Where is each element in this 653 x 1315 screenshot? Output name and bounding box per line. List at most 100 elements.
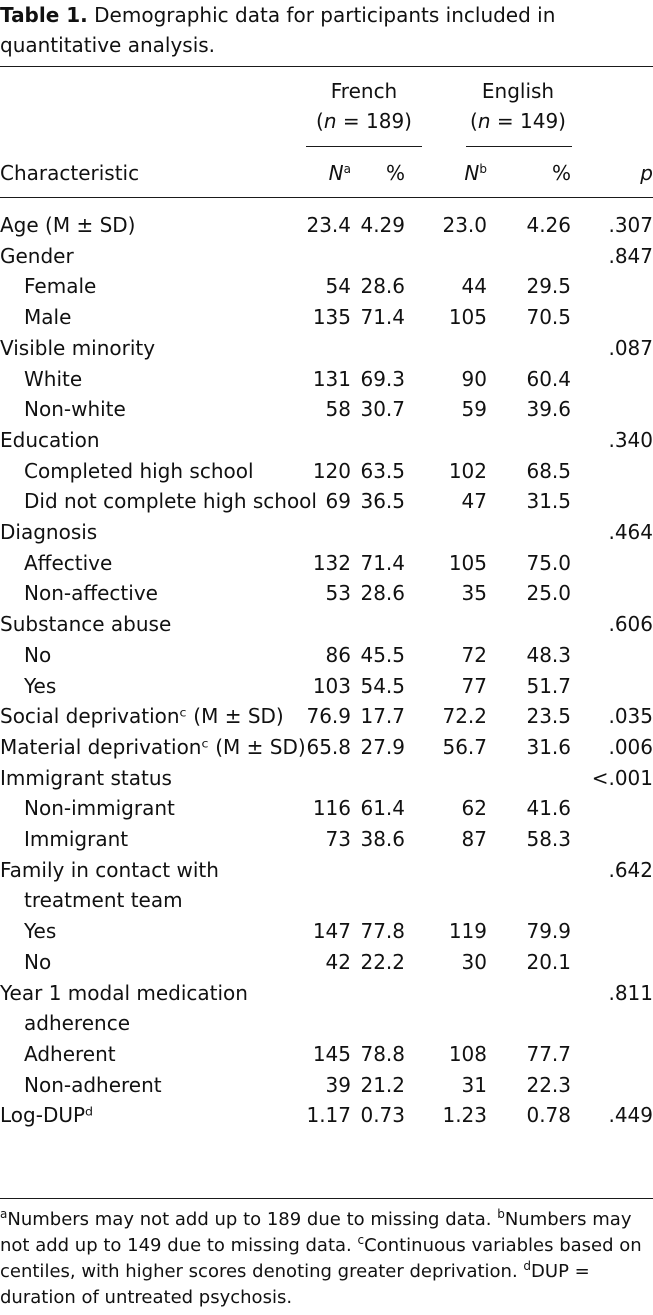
cell-n-french: 69 [325,489,351,514]
cell-pct-english: 70.5 [526,305,571,330]
table-row: Immigrant status <.001 [0,763,653,794]
table-row: Age (M ± SD) 23.4 4.29 23.0 4.26 .307 [0,210,653,241]
row-label: Gender [0,243,74,268]
cell-pct-french: 28.6 [360,274,405,299]
footnote-mark: c [357,1233,365,1247]
row-label: Visible minority [0,335,156,360]
cell-n-english: 62 [461,796,487,821]
table-row: Yes 103 54.5 77 51.7 [0,671,653,702]
table-row: Non-affective 53 28.6 35 25.0 [0,578,653,609]
cell-pct-english: 22.3 [526,1072,571,1097]
cell-n-french: 76.9 [306,704,351,729]
cell-pct-english: 29.5 [526,274,571,299]
cell-n-english: 119 [448,919,487,944]
cell-n-french: 39 [325,1072,351,1097]
cell-n-french: 120 [312,458,351,483]
cell-n-french: 86 [325,642,351,667]
cell-pct-english: 77.7 [526,1041,571,1066]
cell-p-value: .606 [608,612,653,637]
table-row: Visible minority .087 [0,333,653,364]
cell-n-english: 1.23 [442,1103,487,1128]
table-caption-label: Table 1. [0,3,88,27]
cell-n-french: 73 [325,827,351,852]
cell-p-value: <.001 [591,765,653,790]
cell-n-english: 105 [448,305,487,330]
cell-n-french: 116 [312,796,351,821]
row-label: Education [0,427,100,452]
cell-pct-french: 38.6 [360,827,405,852]
group-header-french: French (n = 189) [306,76,422,136]
cell-n-french: 135 [312,305,351,330]
table-row: Non-immigrant 116 61.4 62 41.6 [0,793,653,824]
group-header-english: English (n = 149) [464,76,572,136]
cell-pct-french: 22.2 [360,949,405,974]
row-label: Material deprivationᶜ (M ± SD) [0,734,306,759]
cell-n-english: 87 [461,827,487,852]
cell-n-french: 53 [325,581,351,606]
cell-pct-french: 63.5 [360,458,405,483]
row-label: Diagnosis [0,520,98,545]
cell-n-french: 42 [325,949,351,974]
row-label: Male [24,305,72,330]
table-row: Affective 132 71.4 105 75.0 [0,548,653,579]
cell-pct-english: 31.6 [526,734,571,759]
group-n-french: (n = 189) [316,109,412,133]
cell-n-english: 31 [461,1072,487,1097]
table-row: Non-white 58 30.7 59 39.6 [0,394,653,425]
footnote: dDUP = duration of untreated psychosis. [0,1259,590,1308]
cell-pct-english: 31.5 [526,489,571,514]
cell-pct-french: 36.5 [360,489,405,514]
group-rule-french [306,146,422,147]
table-row: Year 1 modal medication adherence .811 [0,978,653,1039]
row-label: Log-DUPᵈ [0,1103,94,1128]
table-row: Adherent 145 78.8 108 77.7 [0,1039,653,1070]
cell-pct-english: 68.5 [526,458,571,483]
cell-n-french: 65.8 [306,734,351,759]
table-row: Gender .847 [0,241,653,272]
cell-p-value: .464 [608,520,653,545]
cell-pct-english: 0.78 [526,1103,571,1128]
cell-n-english: 108 [448,1041,487,1066]
cell-n-french: 23.4 [306,213,351,237]
row-label: Age (M ± SD) [0,213,136,237]
cell-n-english: 23.0 [442,213,487,237]
bottom-rule [0,1198,653,1199]
table-caption-text: Demographic data for participants includ… [0,3,556,57]
group-n-english: (n = 149) [470,109,566,133]
cell-pct-french: 45.5 [360,642,405,667]
cell-n-french: 145 [312,1041,351,1066]
cell-n-french: 131 [312,366,351,391]
row-label: No [24,642,52,667]
cell-n-english: 35 [461,581,487,606]
cell-n-english: 47 [461,489,487,514]
table-row: Immigrant 73 38.6 87 58.3 [0,824,653,855]
cell-pct-french: 0.73 [360,1103,405,1128]
header-pct-english: % [551,161,571,185]
row-label: Yes [24,919,57,944]
row-label: Year 1 modal medication adherence [0,980,248,1036]
row-label: Non-affective [24,581,158,606]
table-row: Family in contact with treatment team .64… [0,855,653,916]
cell-p-value: .340 [608,427,653,452]
table-row: Female 54 28.6 44 29.5 [0,271,653,302]
cell-n-french: 58 [325,397,351,422]
footnote-mark: d [523,1259,532,1273]
footnote: cContinuous variables based on centiles,… [0,1233,642,1282]
footnote-text: Continuous variables based on centiles, … [0,1235,642,1282]
footnote: aNumbers may not add up to 189 due to mi… [0,1208,491,1230]
table-row: Log-DUPᵈ 1.17 0.73 1.23 0.78 .449 [0,1100,653,1131]
cell-pct-english: 25.0 [526,581,571,606]
row-label: Immigrant [24,827,129,852]
header-p-value: p [640,161,653,185]
cell-pct-english: 41.6 [526,796,571,821]
row-label: Female [24,274,97,299]
table-row: Completed high school 120 63.5 102 68.5 [0,456,653,487]
table-row: No 86 45.5 72 48.3 [0,640,653,671]
row-label: Non-white [24,397,126,422]
cell-pct-french: 28.6 [360,581,405,606]
cell-pct-french: 4.29 [360,213,405,237]
row-label: Family in contact with treatment team [0,857,219,913]
table-row: Yes 147 77.8 119 79.9 [0,916,653,947]
cell-n-english: 72.2 [442,704,487,729]
